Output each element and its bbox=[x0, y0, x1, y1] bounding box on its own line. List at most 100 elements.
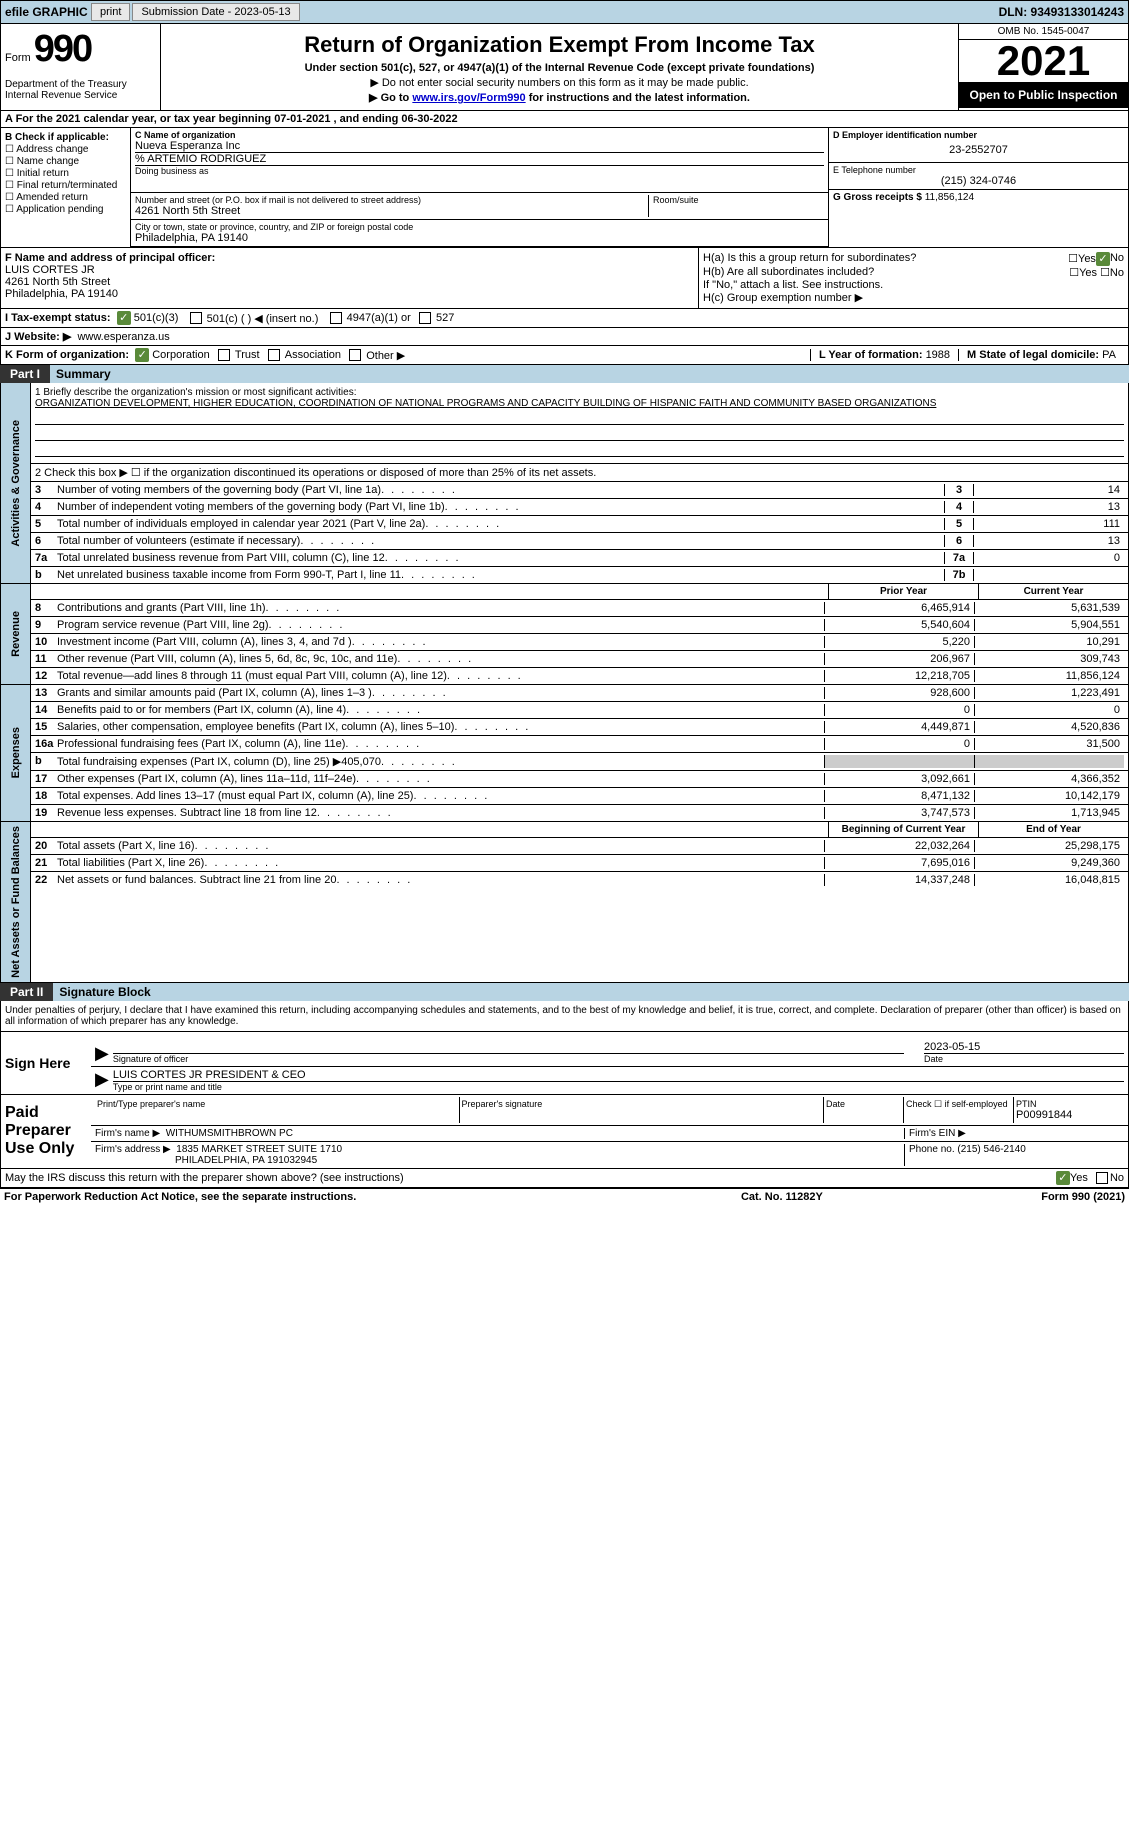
tax-exempt-row: I Tax-exempt status: ✓ 501(c)(3) 501(c) … bbox=[0, 309, 1129, 328]
sig-name: LUIS CORTES JR PRESIDENT & CEO bbox=[113, 1069, 1124, 1082]
section-a: A For the 2021 calendar year, or tax yea… bbox=[0, 111, 1129, 128]
firm-phone-label: Phone no. bbox=[909, 1144, 955, 1155]
website-row: J Website: ▶ www.esperanza.us bbox=[0, 328, 1129, 346]
revenue-section: Revenue Prior Year Current Year 8Contrib… bbox=[0, 584, 1129, 685]
officer-addr2: Philadelphia, PA 19140 bbox=[5, 288, 694, 300]
firm-name: WITHUMSMITHBROWN PC bbox=[166, 1128, 293, 1139]
identity-grid: B Check if applicable: ☐ Address change … bbox=[0, 128, 1129, 248]
mission-label: 1 Briefly describe the organization's mi… bbox=[35, 387, 1124, 398]
summary-line: 3Number of voting members of the governi… bbox=[31, 482, 1128, 499]
opt-501c: 501(c) ( ) ◀ (insert no.) bbox=[207, 312, 319, 325]
checkbox-association[interactable] bbox=[268, 349, 280, 361]
footer-left: For Paperwork Reduction Act Notice, see … bbox=[4, 1191, 523, 1203]
ha-no[interactable]: No bbox=[1110, 252, 1124, 266]
org-name-label: C Name of organization bbox=[135, 130, 824, 140]
form-title: Return of Organization Exempt From Incom… bbox=[165, 32, 954, 58]
discuss-text: May the IRS discuss this return with the… bbox=[5, 1172, 1056, 1184]
summary-line: 9Program service revenue (Part VIII, lin… bbox=[31, 617, 1128, 634]
ha-yes[interactable]: ☐Yes bbox=[1068, 252, 1096, 266]
summary-line: 10Investment income (Part VIII, column (… bbox=[31, 634, 1128, 651]
check-initial-return[interactable]: ☐ Initial return bbox=[5, 168, 126, 179]
prep-check-label: Check ☐ if self-employed bbox=[904, 1097, 1014, 1123]
top-bar: efile GRAPHIC print Submission Date - 20… bbox=[0, 0, 1129, 24]
ptin-value: P00991844 bbox=[1016, 1109, 1122, 1121]
footer-right: Form 990 (2021) bbox=[1041, 1191, 1125, 1203]
sig-officer-label: Signature of officer bbox=[113, 1054, 904, 1064]
line2-text: 2 Check this box ▶ ☐ if the organization… bbox=[35, 466, 1124, 479]
hb-yes-no[interactable]: ☐Yes ☐No bbox=[1069, 266, 1124, 279]
sign-here-label: Sign Here bbox=[1, 1032, 91, 1094]
sign-here-section: Sign Here ▶ Signature of officer 2023-05… bbox=[0, 1032, 1129, 1095]
checked-icon: ✓ bbox=[1096, 252, 1110, 266]
checkbox-trust[interactable] bbox=[218, 349, 230, 361]
summary-line: 18Total expenses. Add lines 13–17 (must … bbox=[31, 788, 1128, 805]
end-year-header: End of Year bbox=[978, 822, 1128, 837]
checkbox-other[interactable] bbox=[349, 349, 361, 361]
check-name-change[interactable]: ☐ Name change bbox=[5, 156, 126, 167]
part1-num: Part I bbox=[0, 365, 50, 383]
section-k-label: K Form of organization: bbox=[5, 349, 129, 361]
checkbox-4947[interactable] bbox=[330, 312, 342, 324]
room-label: Room/suite bbox=[653, 195, 824, 205]
officer-label: F Name and address of principal officer: bbox=[5, 252, 694, 264]
officer-name: LUIS CORTES JR bbox=[5, 264, 694, 276]
summary-line: 15Salaries, other compensation, employee… bbox=[31, 719, 1128, 736]
ha-label: H(a) Is this a group return for subordin… bbox=[703, 252, 1068, 266]
hb-note: If "No," attach a list. See instructions… bbox=[703, 279, 1124, 291]
inspection-label: Open to Public Inspection bbox=[959, 82, 1128, 108]
revenue-label: Revenue bbox=[8, 607, 24, 661]
paid-preparer-label: Paid Preparer Use Only bbox=[1, 1095, 91, 1168]
expenses-label: Expenses bbox=[8, 723, 24, 782]
instruction-ssn: ▶ Do not enter social security numbers o… bbox=[165, 76, 954, 89]
form-number: 990 bbox=[34, 28, 91, 70]
prior-year-header: Prior Year bbox=[828, 584, 978, 599]
opt-501c3: 501(c)(3) bbox=[134, 312, 179, 324]
checkbox-discuss-no[interactable] bbox=[1096, 1172, 1108, 1184]
opt-other: Other ▶ bbox=[366, 349, 405, 362]
summary-line: 20Total assets (Part X, line 16)22,032,2… bbox=[31, 838, 1128, 855]
section-l: L Year of formation: 1988 bbox=[810, 349, 958, 361]
instruction-link-row: ▶ Go to www.irs.gov/Form990 for instruct… bbox=[165, 91, 954, 104]
governance-section: Activities & Governance 1 Briefly descri… bbox=[0, 383, 1129, 584]
city-label: City or town, state or province, country… bbox=[135, 222, 824, 232]
footer-cat: Cat. No. 11282Y bbox=[523, 1191, 1042, 1203]
paid-preparer-section: Paid Preparer Use Only Print/Type prepar… bbox=[0, 1095, 1129, 1169]
care-of: % ARTEMIO RODRIGUEZ bbox=[135, 152, 824, 165]
opt-527: 527 bbox=[436, 312, 454, 324]
penalty-text: Under penalties of perjury, I declare th… bbox=[0, 1001, 1129, 1032]
dba-label: Doing business as bbox=[135, 165, 824, 176]
netassets-label: Net Assets or Fund Balances bbox=[8, 822, 24, 982]
officer-addr1: 4261 North 5th Street bbox=[5, 276, 694, 288]
section-i-label: I Tax-exempt status: bbox=[5, 312, 111, 324]
opt-trust: Trust bbox=[235, 349, 260, 361]
section-m: M State of legal domicile: PA bbox=[958, 349, 1124, 361]
submission-date-button[interactable]: Submission Date - 2023-05-13 bbox=[132, 3, 299, 21]
print-button[interactable]: print bbox=[91, 3, 130, 21]
checked-icon: ✓ bbox=[135, 348, 149, 362]
efile-label: efile GRAPHIC bbox=[5, 5, 88, 19]
address-label: Number and street (or P.O. box if mail i… bbox=[135, 195, 648, 205]
check-application-pending[interactable]: ☐ Application pending bbox=[5, 204, 126, 215]
summary-line: 6Total number of volunteers (estimate if… bbox=[31, 533, 1128, 550]
firm-addr-label: Firm's address ▶ bbox=[95, 1144, 171, 1155]
check-final-return[interactable]: ☐ Final return/terminated bbox=[5, 180, 126, 191]
gross-receipts-value: 11,856,124 bbox=[925, 192, 974, 203]
firm-city: PHILADELPHIA, PA 191032945 bbox=[95, 1155, 904, 1166]
summary-line: bNet unrelated business taxable income f… bbox=[31, 567, 1128, 583]
netassets-section: Net Assets or Fund Balances Beginning of… bbox=[0, 822, 1129, 983]
summary-line: 7aTotal unrelated business revenue from … bbox=[31, 550, 1128, 567]
expenses-section: Expenses 13Grants and similar amounts pa… bbox=[0, 685, 1129, 822]
check-amended[interactable]: ☐ Amended return bbox=[5, 192, 126, 203]
summary-line: 17Other expenses (Part IX, column (A), l… bbox=[31, 771, 1128, 788]
checked-icon: ✓ bbox=[1056, 1171, 1070, 1185]
officer-grid: F Name and address of principal officer:… bbox=[0, 248, 1129, 309]
check-address-change[interactable]: ☐ Address change bbox=[5, 144, 126, 155]
checkbox-527[interactable] bbox=[419, 312, 431, 324]
governance-label: Activities & Governance bbox=[8, 416, 24, 551]
ein-value: 23-2552707 bbox=[833, 140, 1124, 160]
prep-name-label: Print/Type preparer's name bbox=[97, 1099, 457, 1109]
irs-link[interactable]: www.irs.gov/Form990 bbox=[412, 92, 525, 104]
checkbox-501c[interactable] bbox=[190, 312, 202, 324]
mission-text: ORGANIZATION DEVELOPMENT, HIGHER EDUCATI… bbox=[35, 398, 1124, 409]
summary-line: 4Number of independent voting members of… bbox=[31, 499, 1128, 516]
